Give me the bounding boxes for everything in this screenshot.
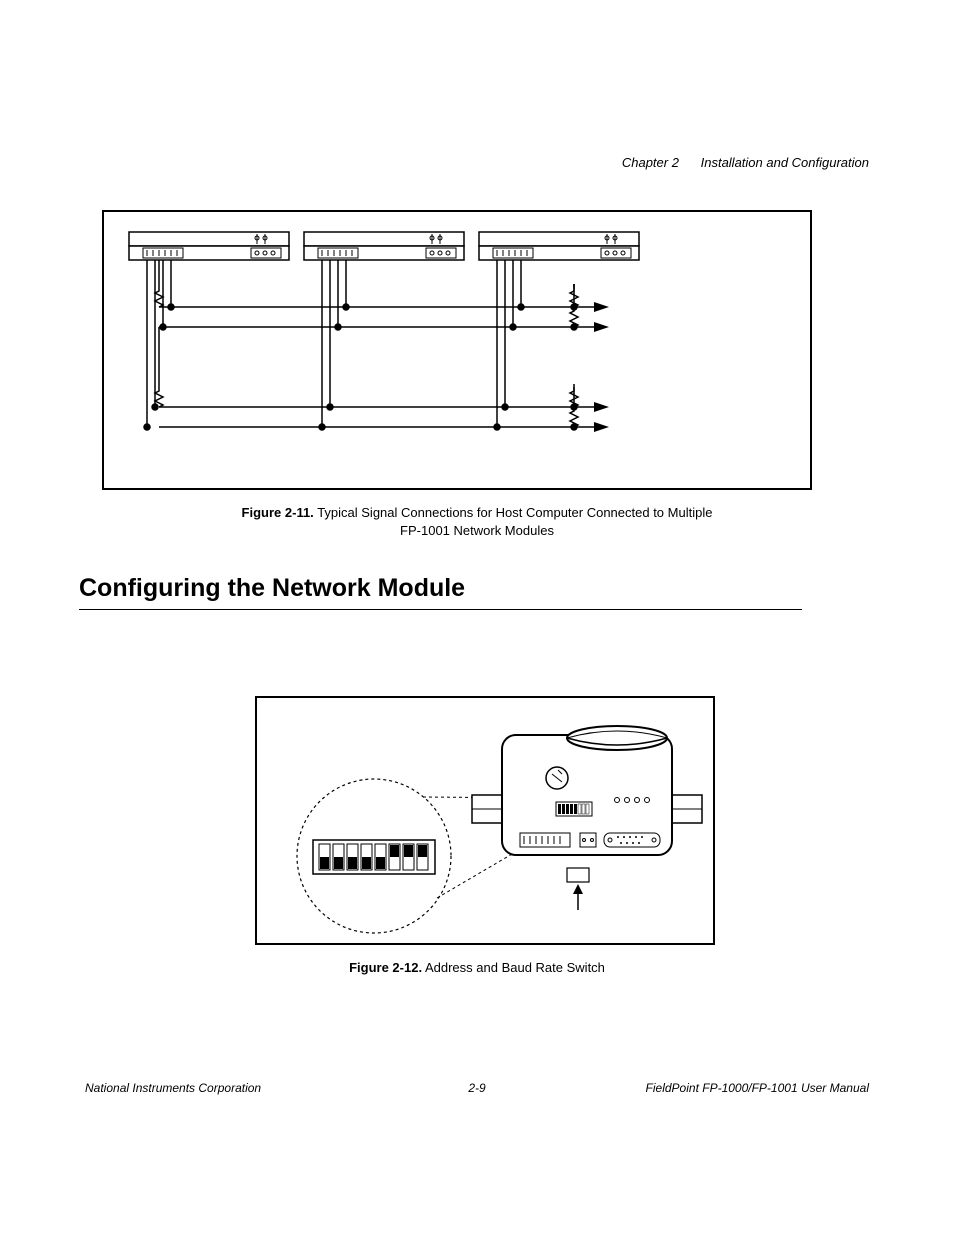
- figure-2-11-caption-text-1: Typical Signal Connections for Host Comp…: [317, 505, 712, 520]
- footer-right: FieldPoint FP-1000/FP-1001 User Manual: [646, 1081, 869, 1095]
- figure-2-12-caption-text: Address and Baud Rate Switch: [425, 960, 605, 975]
- figure-2-12-caption: Figure 2-12. Address and Baud Rate Switc…: [80, 959, 874, 977]
- device-body: [472, 726, 702, 855]
- figure-2-12-label: Figure 2-12.: [349, 960, 422, 975]
- figure-2-11-caption: Figure 2-11. Typical Signal Connections …: [80, 504, 874, 540]
- figure-2-11-label: Figure 2-11.: [242, 505, 314, 520]
- page-header: Chapter 2 Installation and Configuration: [622, 155, 869, 170]
- bus-lines: [159, 302, 609, 432]
- section-underline: [79, 609, 802, 610]
- figure-2-12-svg: [257, 698, 713, 943]
- chapter-title: Installation and Configuration: [701, 155, 869, 170]
- figure-2-11-svg: [104, 212, 810, 488]
- switch-indicator: [567, 868, 589, 910]
- resistors: [155, 260, 578, 427]
- figure-2-11-box: [102, 210, 812, 490]
- module-group: [129, 232, 639, 260]
- document-page: Chapter 2 Installation and Configuration: [0, 0, 954, 1235]
- drops: [144, 260, 577, 430]
- section-title: Configuring the Network Module: [79, 574, 874, 603]
- figure-2-12-box: [255, 696, 715, 945]
- dip-switch-enlarged: [313, 840, 435, 874]
- chapter-number: Chapter 2: [622, 155, 679, 170]
- figure-2-11-caption-text-2: FP-1001 Network Modules: [400, 523, 554, 538]
